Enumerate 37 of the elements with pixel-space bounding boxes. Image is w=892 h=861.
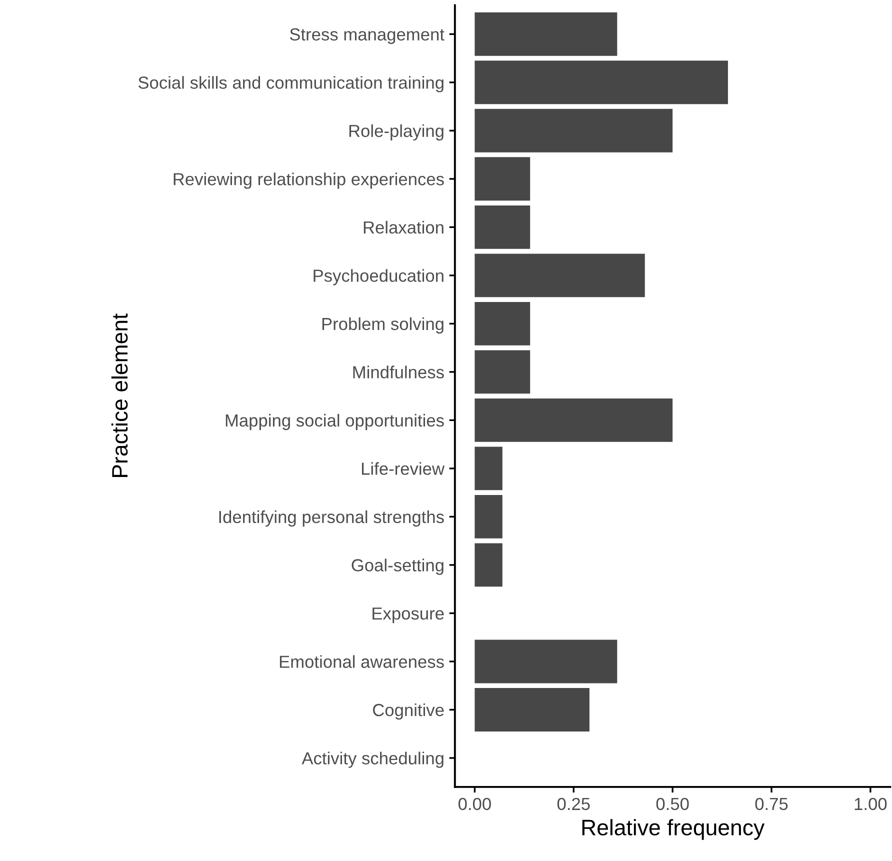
- bar: [474, 350, 530, 394]
- bar: [474, 12, 618, 56]
- x-tick-label: 1.00: [854, 798, 887, 810]
- bar: [474, 543, 502, 587]
- y-tick-label: Identifying personal strengths: [219, 510, 444, 527]
- bar: [474, 60, 728, 104]
- bar: [474, 398, 673, 442]
- bar: [474, 254, 645, 298]
- y-tick-label: Goal-setting: [352, 558, 444, 575]
- y-tick-label: Activity scheduling: [302, 752, 444, 768]
- bar: [474, 446, 502, 490]
- y-tick-label: Life-review: [362, 462, 445, 475]
- y-tick-label: Psychoeducation: [314, 269, 444, 286]
- y-tick-label: Emotional awareness: [280, 655, 444, 668]
- bar: [474, 205, 530, 249]
- x-tick-label: 0.75: [755, 798, 788, 810]
- y-tick-label: Problem solving: [322, 317, 444, 334]
- y-axis-title: Practice element: [111, 313, 128, 477]
- bar: [474, 494, 502, 538]
- x-axis-title: Relative frequency: [582, 819, 765, 840]
- y-tick-label: Mindfulness: [353, 366, 444, 378]
- x-tick-label: 0.50: [656, 798, 689, 810]
- bar: [474, 688, 590, 732]
- bar: [474, 157, 530, 201]
- y-tick-label: Social skills and communication training: [138, 76, 444, 92]
- bar: [474, 302, 530, 346]
- y-tick-label: Reviewing relationship experiences: [174, 172, 444, 189]
- bar: [474, 108, 673, 152]
- x-tick-label: 0.00: [458, 798, 491, 810]
- y-tick-label: Role-playing: [349, 124, 444, 141]
- y-tick-label: Stress management: [290, 28, 444, 44]
- y-tick-label: Mapping social opportunities: [226, 414, 444, 430]
- x-tick-label: 0.25: [557, 798, 590, 810]
- bar: [474, 640, 618, 684]
- y-tick-label: Relaxation: [364, 220, 444, 234]
- y-tick-label: Cognitive: [373, 703, 444, 720]
- y-tick-label: Exposure: [372, 608, 444, 624]
